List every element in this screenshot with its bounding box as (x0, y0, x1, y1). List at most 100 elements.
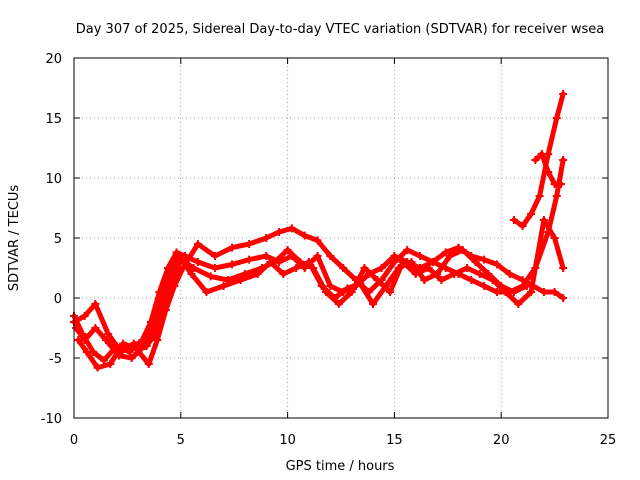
data-point-marker (445, 252, 454, 260)
data-series (70, 90, 568, 372)
y-tick-label: 0 (54, 292, 62, 307)
data-point-marker (292, 264, 301, 272)
y-tick-label: 10 (45, 172, 62, 187)
data-point-marker (317, 282, 326, 290)
data-point-marker (463, 264, 472, 272)
data-point-marker (510, 216, 519, 224)
data-point-marker (219, 282, 228, 290)
data-point-marker (552, 192, 561, 200)
data-point-marker (283, 246, 292, 254)
data-point-marker (106, 360, 115, 368)
data-point-marker (300, 231, 309, 240)
data-point-marker (437, 276, 446, 284)
data-point-marker (99, 356, 108, 365)
data-point-marker (80, 336, 89, 344)
data-point-marker (236, 276, 245, 284)
data-point-marker (497, 282, 506, 290)
data-point-marker (140, 342, 149, 350)
data-point-marker (245, 240, 254, 248)
data-point-marker (420, 276, 429, 284)
data-point-marker (518, 276, 527, 284)
data-point-marker (157, 294, 166, 302)
data-point-marker (187, 270, 196, 278)
data-point-marker (360, 264, 369, 272)
data-point-marker (386, 288, 395, 296)
data-point-marker (537, 150, 546, 158)
y-tick-label: 20 (45, 52, 62, 67)
data-point-marker (441, 248, 450, 257)
x-tick-label: 0 (70, 433, 78, 448)
data-point-marker (326, 282, 335, 290)
data-point-marker (381, 282, 390, 290)
data-point-marker (552, 114, 561, 122)
data-point-marker (369, 300, 378, 308)
data-point-marker (210, 264, 219, 272)
data-point-marker (313, 236, 322, 245)
axis-ticks: 0 5 10 15 20 25 -10 -5 0 5 10 15 20 (41, 52, 617, 448)
x-tick-label: 20 (493, 433, 510, 448)
data-point-marker (484, 270, 493, 278)
y-tick-label: 5 (54, 232, 62, 247)
data-point-marker (518, 222, 527, 230)
series-track-4 (72, 246, 531, 362)
x-tick-label: 5 (177, 433, 185, 448)
data-point-marker (467, 276, 476, 284)
data-point-marker (266, 258, 275, 266)
data-point-marker (253, 270, 262, 278)
data-point-marker (202, 288, 211, 296)
data-point-marker (475, 270, 484, 278)
data-point-marker (450, 270, 459, 278)
data-point-marker (91, 300, 100, 308)
data-point-marker (339, 264, 348, 272)
data-point-marker (279, 270, 288, 278)
data-point-marker (304, 258, 313, 266)
data-point-marker (245, 255, 254, 264)
data-point-marker (313, 252, 322, 260)
data-point-marker (559, 294, 568, 302)
data-point-marker (539, 288, 548, 296)
data-point-marker (377, 264, 386, 272)
data-point-marker (275, 228, 284, 236)
chart-title: Day 307 of 2025, Sidereal Day-to-day VTE… (76, 22, 605, 37)
data-point-marker (104, 330, 113, 338)
data-point-marker (193, 240, 202, 248)
data-point-marker (433, 270, 442, 278)
data-point-marker (149, 324, 158, 332)
data-point-marker (326, 252, 335, 260)
data-point-marker (416, 252, 425, 260)
data-point-marker (82, 348, 91, 356)
data-point-marker (492, 260, 501, 269)
data-point-marker (522, 282, 531, 290)
y-tick-label: -5 (49, 352, 62, 367)
series-track-5 (510, 90, 568, 230)
data-point-marker (210, 252, 219, 260)
data-point-marker (514, 300, 523, 308)
data-point-marker (127, 354, 136, 362)
data-point-marker (510, 288, 519, 296)
data-point-marker (428, 258, 437, 266)
data-point-marker (166, 270, 175, 278)
data-point-marker (287, 224, 296, 233)
data-point-marker (377, 276, 386, 284)
data-point-marker (539, 216, 548, 224)
data-point-marker (102, 336, 111, 344)
data-point-marker (153, 336, 162, 344)
data-point-marker (480, 255, 489, 264)
series-line (75, 225, 566, 371)
x-tick-label: 10 (279, 433, 296, 448)
x-axis-label: GPS time / hours (286, 459, 395, 474)
data-point-marker (559, 156, 568, 164)
data-point-marker (458, 246, 467, 254)
data-point-marker (161, 306, 170, 314)
data-point-marker (93, 363, 102, 372)
data-point-marker (262, 234, 271, 242)
data-point-marker (403, 246, 412, 254)
data-point-marker (356, 279, 365, 288)
data-point-marker (262, 252, 271, 260)
data-point-marker (174, 252, 183, 260)
data-point-marker (527, 288, 536, 296)
data-point-marker (394, 264, 403, 272)
data-point-marker (72, 324, 81, 332)
data-point-marker (144, 360, 153, 368)
